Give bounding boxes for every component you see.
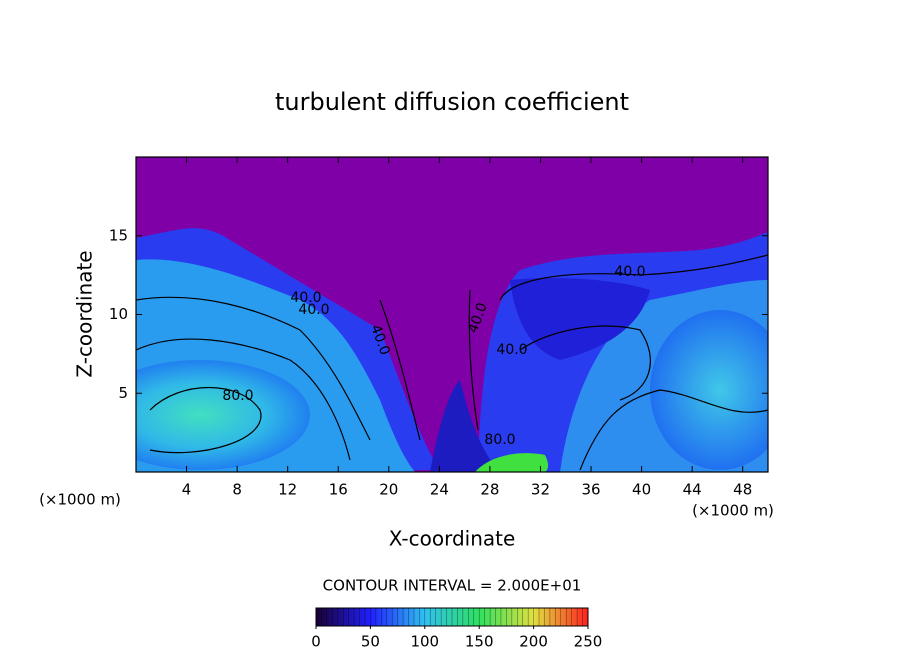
colorbar-tick-label: 0 <box>311 633 321 651</box>
x-tick-label: 44 <box>683 481 702 499</box>
x-tick-label: 12 <box>278 481 297 499</box>
contour-interval: CONTOUR INTERVAL = 2.000E+01 <box>323 577 582 595</box>
y-axis-label: Z-coordinate <box>73 250 97 377</box>
y-tick-label: 15 <box>109 226 128 244</box>
contour-label: 40.0 <box>290 290 321 306</box>
contour-label: 80.0 <box>484 432 515 448</box>
contour-label: 40.0 <box>298 302 329 318</box>
x-tick-label: 36 <box>581 481 600 499</box>
x-tick-label: 32 <box>531 481 550 499</box>
chart-title: turbulent diffusion coefficient <box>275 88 629 116</box>
x-tick-label: 48 <box>733 481 752 499</box>
y-tick-label: 10 <box>109 305 128 323</box>
x-tick-label: 16 <box>329 481 348 499</box>
colorbar-tick-label: 150 <box>465 633 494 651</box>
field <box>136 157 768 472</box>
x-tick-label: 20 <box>379 481 398 499</box>
colorbar-tick-label: 200 <box>519 633 548 651</box>
x-axis-label: X-coordinate <box>389 527 516 551</box>
colorbar-tick-label: 250 <box>574 633 603 651</box>
colorbar-tick-label: 100 <box>410 633 439 651</box>
y-tick-label: 5 <box>118 384 128 402</box>
x-tick-label: 40 <box>632 481 651 499</box>
x-tick-label: 24 <box>430 481 449 499</box>
contour-label: 40.0 <box>496 342 527 358</box>
x-tick-label: 28 <box>480 481 499 499</box>
contour-label: 80.0 <box>222 388 253 404</box>
x-tick-label: 8 <box>232 481 242 499</box>
x-tick-label: 4 <box>182 481 192 499</box>
y-unit: (×1000 m) <box>692 502 774 520</box>
x-unit: (×1000 m) <box>39 491 121 509</box>
contour-label: 40.0 <box>614 264 645 280</box>
colorbar-tick-label: 50 <box>361 633 380 651</box>
